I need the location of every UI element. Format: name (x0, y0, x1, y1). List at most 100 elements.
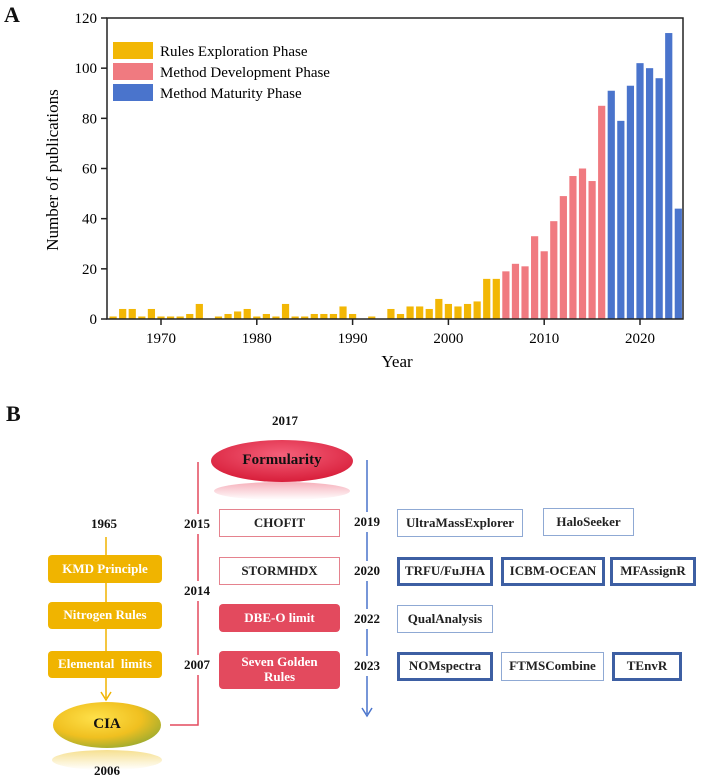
kmd-principle-box: KMD Principle (48, 555, 162, 583)
bar-1978 (234, 311, 242, 319)
bar-1988 (329, 313, 338, 319)
dbe-o-limit-box: DBE-O limit (219, 604, 340, 632)
stormhdx-box: STORMHDX (219, 557, 340, 585)
bar-1972 (176, 316, 184, 319)
bar-1967 (128, 308, 136, 319)
y-tick-label: 20 (82, 262, 97, 278)
formularity-reflection (214, 482, 350, 500)
bar-2018 (617, 120, 625, 319)
rules-start-year: 1965 (91, 514, 117, 534)
dev-year-2007: 2007 (184, 655, 210, 675)
bar-1985 (301, 316, 309, 319)
y-axis-label: Number of publications (43, 89, 62, 250)
mat-year-2023: 2023 (354, 656, 380, 676)
rules-arrow-head-icon (100, 691, 112, 702)
bar-1968 (138, 316, 146, 319)
y-tick-label: 80 (82, 111, 97, 127)
x-tick-label: 2000 (433, 331, 463, 347)
x-tick-label: 1980 (242, 331, 272, 347)
legend-swatch-1 (113, 63, 153, 80)
plot-frame (106, 17, 684, 320)
tool-icbm-ocean: ICBM-OCEAN (501, 557, 605, 586)
bar-2012 (559, 196, 567, 319)
bar-2019 (626, 85, 635, 319)
bar-1990 (349, 313, 357, 319)
bar-1996 (406, 306, 414, 319)
bar-1987 (320, 313, 328, 319)
bar-2008 (521, 266, 529, 319)
tool-qualanalysis: QualAnalysis (397, 605, 493, 633)
x-tick-label: 1990 (338, 331, 368, 347)
x-axis-label: Year (381, 352, 413, 371)
bar-2004 (483, 278, 491, 319)
y-tick-label: 120 (75, 11, 98, 27)
tool-haloseeker: HaloSeeker (543, 508, 634, 536)
bar-1973 (186, 313, 194, 319)
bar-1992 (368, 316, 376, 319)
panel-b-label: B (6, 401, 21, 426)
nitrogen-rules-box: Nitrogen Rules (48, 602, 162, 629)
bar-2011 (550, 221, 558, 319)
bar-2001 (454, 306, 462, 319)
tool-trfu-fujha: TRFU/FuJHA (397, 557, 493, 586)
bar-2017 (607, 90, 615, 319)
dev-year-2014: 2014 (184, 581, 210, 601)
y-tick-label: 60 (82, 162, 97, 178)
y-tick-label: 0 (90, 312, 98, 328)
bar-1997 (416, 306, 424, 319)
bar-1974 (195, 303, 203, 319)
x-tick-label: 1970 (146, 331, 176, 347)
bar-2006 (502, 271, 510, 319)
cia-ellipse (53, 702, 161, 748)
bar-1979 (243, 308, 251, 319)
legend-label-1: Method Development Phase (160, 65, 330, 81)
seven-golden-rules-box: Seven Golden Rules (219, 651, 340, 689)
bar-2022 (655, 78, 663, 319)
legend-label-2: Method Maturity Phase (160, 86, 302, 102)
bar-1998 (425, 308, 433, 319)
chofit-box: CHOFIT (219, 509, 340, 537)
dev-year-2015: 2015 (184, 514, 210, 534)
tool-ftmscombine: FTMSCombine (501, 652, 604, 681)
bar-2009 (531, 236, 539, 319)
tool-mfassignr: MFAssignR (610, 557, 696, 586)
bar-1980 (253, 316, 261, 319)
cia-label: CIA (93, 716, 121, 733)
bar-1995 (396, 313, 405, 319)
formularity-year: 2017 (272, 411, 298, 431)
bar-2020 (636, 63, 644, 320)
bar-2007 (511, 263, 520, 319)
bar-2016 (598, 105, 606, 320)
bar-1989 (339, 306, 347, 319)
bar-1966 (119, 308, 127, 319)
bar-2014 (578, 168, 587, 319)
bar-1982 (272, 316, 280, 319)
x-tick-label: 2020 (625, 331, 655, 347)
legend: Rules Exploration Phase Method Developmen… (113, 42, 330, 102)
bar-2013 (569, 176, 577, 319)
bar-2021 (645, 68, 654, 320)
mat-year-2019: 2019 (354, 512, 380, 532)
bar-2023 (665, 33, 673, 320)
bar-1984 (291, 316, 299, 319)
bar-2015 (588, 181, 596, 319)
formularity-label: Formularity (242, 452, 322, 469)
bar-2005 (492, 278, 500, 319)
legend-swatch-2 (113, 84, 153, 101)
mat-year-2022: 2022 (354, 609, 380, 629)
bar-1999 (435, 298, 443, 319)
bar-2002 (463, 303, 472, 319)
tool-tenvr: TEnvR (612, 652, 682, 681)
panel-a-label: A (4, 2, 20, 27)
bar-1994 (387, 308, 395, 319)
development-line (170, 462, 199, 726)
bar-2003 (473, 301, 481, 319)
bar-1970 (157, 316, 165, 319)
tool-ultramassexplorer: UltraMassExplorer (397, 509, 523, 537)
rules-end-year: 2006 (94, 763, 120, 778)
tool-nomspectra: NOMspectra (397, 652, 493, 681)
bar-1986 (310, 313, 318, 319)
elemental-limits-box: Elemental limits (48, 651, 162, 678)
formularity-ellipse (211, 440, 353, 482)
